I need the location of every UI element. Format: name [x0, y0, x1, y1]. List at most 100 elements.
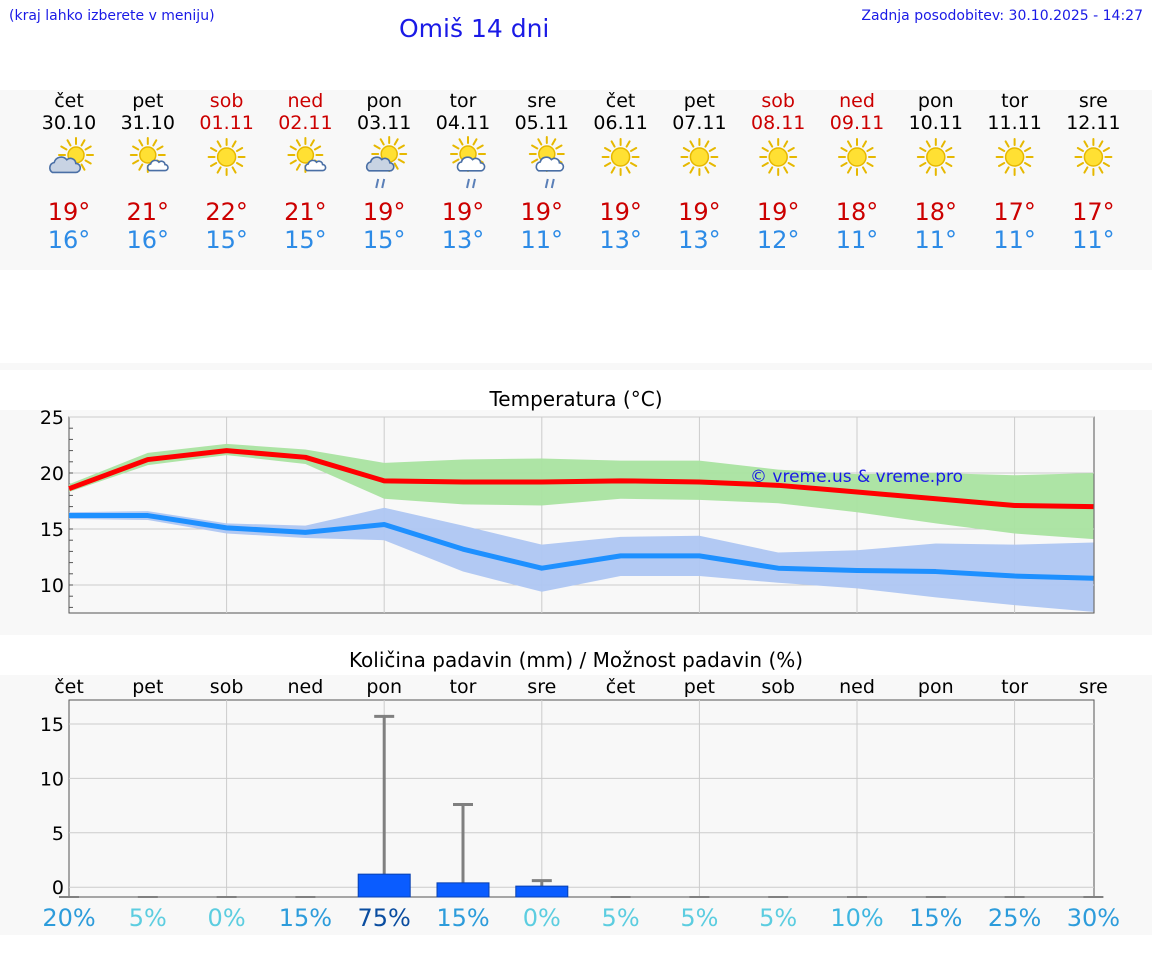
- sun-ray: [761, 147, 769, 152]
- sun-ray: [452, 158, 460, 164]
- sun-ray: [704, 166, 710, 174]
- sun-ray: [1004, 140, 1010, 148]
- precip-day-label: pon: [366, 676, 403, 698]
- temp-max: 18°: [835, 198, 879, 226]
- precip-day-label: tor: [1001, 676, 1029, 698]
- sun-ray: [866, 147, 874, 152]
- rain-drop: [375, 178, 380, 189]
- sun-ray: [625, 166, 631, 174]
- sun-ray: [919, 162, 927, 167]
- day-date: 11.11: [987, 112, 1042, 134]
- sun-ray: [998, 162, 1006, 167]
- sun-ray: [847, 166, 852, 174]
- sun-disc: [768, 147, 788, 167]
- sun-ray: [555, 144, 563, 150]
- sun-disc: [689, 147, 710, 167]
- sun-disc: [139, 146, 157, 164]
- sun-cloud-rain-icon: [528, 136, 565, 189]
- temp-max: 22°: [205, 198, 248, 226]
- sun-ray: [309, 139, 315, 147]
- temp-max: 21°: [126, 198, 170, 226]
- sun-ray: [783, 140, 789, 148]
- sun-ray: [393, 162, 399, 170]
- cloud-shape: [304, 159, 327, 172]
- sun-ray: [1019, 166, 1025, 174]
- rain-drop: [544, 178, 549, 189]
- rain-drop: [550, 178, 555, 189]
- precip-probability: 5%: [601, 904, 640, 932]
- day-date: 09.11: [829, 112, 885, 134]
- sun-ray: [768, 166, 774, 174]
- sun-ray: [629, 147, 638, 152]
- sun-ray: [689, 166, 695, 174]
- sun-ray: [925, 166, 931, 174]
- temp-min: 16°: [47, 226, 91, 254]
- day-date: 03.11: [356, 112, 412, 134]
- sun-ray: [295, 139, 301, 147]
- sun-ray: [235, 147, 244, 152]
- rain-drop: [466, 178, 470, 189]
- sun-ray: [840, 162, 848, 167]
- precip-probability: 5%: [759, 904, 798, 932]
- sun-ray: [231, 140, 237, 148]
- sun-ray: [80, 163, 86, 171]
- sun-ray: [787, 147, 795, 152]
- sun-ray: [373, 144, 381, 150]
- sun-ray: [393, 138, 399, 146]
- sun-ray: [452, 144, 460, 150]
- temp-max: 19°: [599, 198, 642, 226]
- sun-cloud-rain-icon: [365, 136, 408, 189]
- day-name: sob: [209, 90, 244, 112]
- precip-probability: 0%: [522, 904, 561, 932]
- temp-max: 21°: [284, 198, 327, 226]
- precip-probability: 75%: [357, 904, 411, 932]
- sun-ray: [156, 145, 164, 151]
- sun-icon: [601, 138, 640, 176]
- day-name: čet: [605, 90, 636, 112]
- temp-min: 11°: [520, 226, 564, 254]
- day-date: 10.11: [908, 112, 963, 134]
- sun-ray: [604, 147, 612, 152]
- day-name: sre: [1078, 90, 1108, 112]
- precip-y-tick-label: 15: [40, 714, 64, 736]
- precip-probability: 5%: [128, 904, 167, 932]
- sun-ray: [1076, 162, 1085, 167]
- precip-bar: [515, 885, 569, 898]
- sun-ray: [132, 159, 140, 165]
- precip-day-label: sob: [209, 676, 244, 698]
- precip-day-label: ned: [839, 676, 875, 698]
- sun-ray: [1076, 147, 1085, 152]
- sun-ray: [379, 138, 385, 146]
- sun-ray: [925, 140, 931, 148]
- temp-max: 19°: [678, 198, 721, 226]
- sun-icon: [207, 138, 246, 176]
- precip-y-tick-label: 0: [52, 877, 64, 899]
- precip-probability: 20%: [42, 904, 96, 932]
- sun-ray: [682, 162, 691, 167]
- sun-ray: [210, 147, 218, 152]
- day-name: čet: [54, 90, 84, 112]
- day-name: ned: [839, 90, 875, 112]
- rain-drop: [381, 178, 386, 189]
- precip-probability: 30%: [1066, 904, 1121, 932]
- temp-min: 13°: [599, 226, 642, 254]
- credit-text: © vreme.us & vreme.pro: [750, 467, 964, 487]
- sun-cloud-rain-icon: [450, 136, 486, 189]
- sun-ray: [289, 145, 297, 151]
- sun-ray: [138, 139, 144, 147]
- sun-icon: [680, 138, 719, 176]
- sun-icon: [995, 138, 1034, 176]
- temp-min: 11°: [914, 226, 958, 254]
- day-date: 07.11: [672, 112, 727, 134]
- sun-ray: [604, 162, 612, 167]
- sun-ray: [862, 140, 867, 148]
- temp-y-tick-label: 20: [40, 463, 64, 485]
- sun-ray: [689, 140, 695, 148]
- day-date: 06.11: [593, 112, 648, 134]
- temp-min: 11°: [993, 226, 1036, 254]
- temp-min: 13°: [441, 226, 485, 254]
- temp-min: 16°: [126, 226, 170, 254]
- sun-ray: [531, 144, 539, 150]
- sun-icon: [759, 138, 798, 176]
